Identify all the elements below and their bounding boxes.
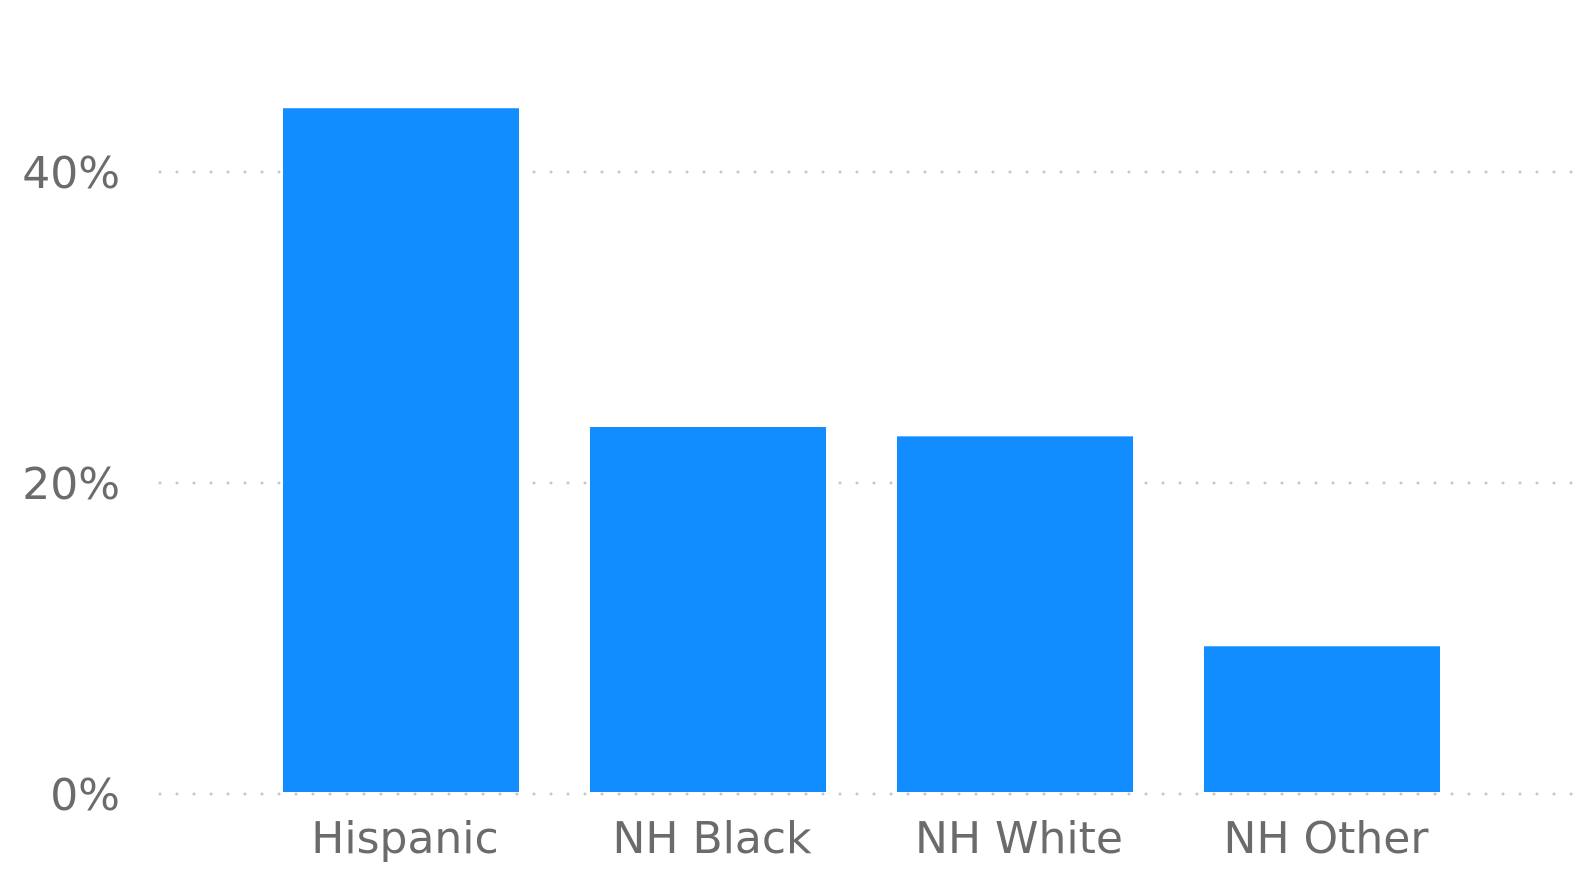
y-axis-tick-labels: 0% 20% 40% — [22, 148, 120, 821]
y-tick-label: 0% — [50, 770, 120, 821]
y-tick-label: 40% — [22, 148, 120, 199]
x-category-label: NH Other — [1224, 813, 1430, 864]
x-axis-category-labels: Hispanic NH Black NH White NH Other — [311, 813, 1429, 864]
bar-nh-other[interactable] — [1204, 646, 1440, 792]
x-category-label: Hispanic — [311, 813, 498, 864]
x-category-label: NH Black — [612, 813, 812, 864]
bar-nh-black[interactable] — [590, 427, 826, 792]
y-tick-label: 20% — [22, 459, 120, 510]
bars — [283, 108, 1440, 793]
x-category-label: NH White — [915, 813, 1123, 864]
bar-hispanic[interactable] — [283, 108, 519, 793]
bar-nh-white[interactable] — [897, 436, 1133, 792]
